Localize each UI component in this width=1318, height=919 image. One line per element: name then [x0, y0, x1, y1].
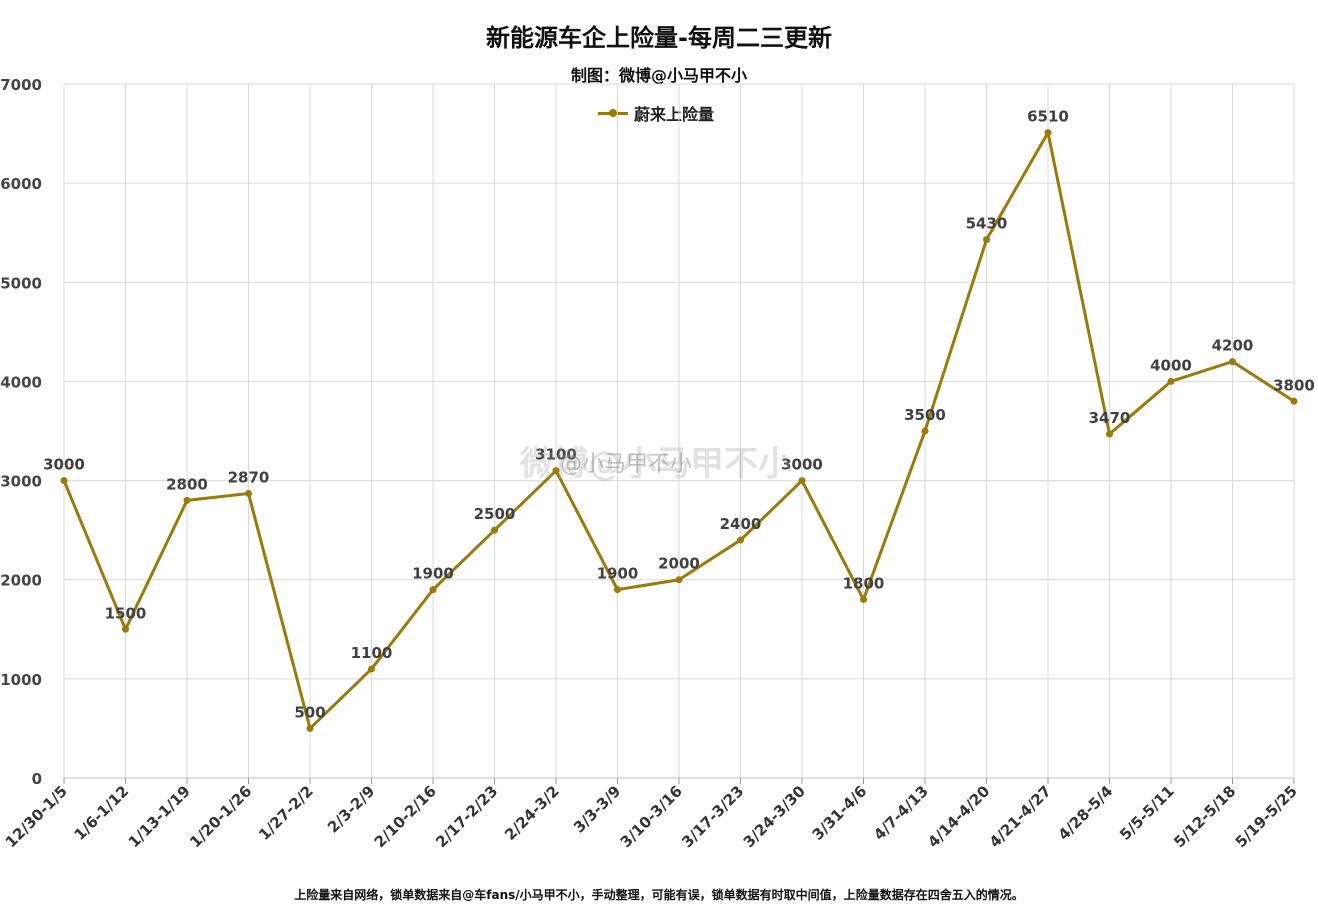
x-tick-label: 2/10-2/16	[371, 782, 440, 851]
x-tick-label: 5/5-5/11	[1116, 782, 1178, 844]
data-label: 2800	[166, 475, 208, 493]
data-label: 4000	[1150, 356, 1192, 374]
data-label: 1900	[412, 565, 454, 583]
data-point	[60, 477, 68, 485]
legend: 蔚来上险量	[598, 101, 714, 125]
data-label: 2400	[720, 515, 762, 533]
data-point	[1167, 377, 1175, 385]
data-label: 5430	[966, 215, 1008, 233]
data-label: 3800	[1273, 376, 1315, 394]
data-point	[675, 576, 683, 584]
data-label: 2500	[474, 505, 516, 523]
data-label: 1900	[597, 565, 639, 583]
x-tick-label: 12/30-1/5	[2, 782, 71, 851]
chart-title: 新能源车企上险量-每周二三更新	[486, 24, 832, 52]
data-point	[614, 586, 621, 594]
data-point	[122, 625, 129, 633]
data-point	[1106, 430, 1113, 438]
data-point	[1290, 397, 1298, 405]
data-point	[552, 467, 560, 475]
data-point	[860, 596, 867, 604]
data-point	[1229, 358, 1236, 366]
legend-line-marker-icon	[598, 103, 628, 123]
y-tick-label: 7000	[0, 76, 42, 94]
x-tick-label: 2/24-3/2	[501, 782, 563, 844]
data-label: 2000	[658, 555, 700, 573]
data-label: 1100	[351, 644, 393, 662]
y-tick-label: 4000	[0, 373, 42, 391]
watermark: 微博@小马甲不小	[520, 444, 792, 484]
watermark-small: @小马甲不小	[560, 452, 693, 477]
x-tick-label: 4/7-4/13	[870, 782, 932, 844]
x-tick-label: 4/28-5/4	[1055, 782, 1117, 844]
data-label: 1800	[843, 575, 885, 593]
x-tick-label: 1/6-1/12	[71, 782, 133, 844]
data-label: 3470	[1089, 409, 1131, 427]
y-tick-label: 6000	[0, 175, 42, 193]
data-label: 3100	[535, 446, 577, 464]
data-label: 3000	[781, 456, 823, 474]
x-tick-label: 3/10-3/16	[617, 782, 686, 851]
data-point	[737, 536, 744, 544]
data-label: 3000	[43, 456, 85, 474]
x-tick-label: 4/21-4/27	[986, 782, 1055, 851]
x-tick-label: 4/14-4/20	[924, 782, 993, 851]
data-label: 6510	[1027, 108, 1069, 126]
x-tick-label: 2/3-2/9	[324, 782, 378, 836]
data-point	[306, 724, 314, 732]
data-point	[1044, 129, 1052, 137]
y-tick-label: 5000	[0, 274, 42, 292]
data-point	[798, 477, 806, 485]
footnote: 上险量来自网络，锁单数据来自@车fans/小马甲不小，手动整理，可能有误，锁单数…	[294, 888, 1024, 902]
x-tick-label: 5/12-5/18	[1170, 782, 1239, 851]
data-label: 3500	[904, 406, 946, 424]
y-tick-label: 3000	[0, 473, 42, 491]
chart-subtitle: 制图：微博@小马甲不小	[570, 66, 747, 85]
data-point	[983, 236, 990, 244]
data-point	[183, 496, 191, 504]
data-point	[245, 489, 252, 497]
data-label: 2870	[228, 468, 270, 486]
data-label: 4200	[1212, 337, 1254, 355]
data-point	[368, 665, 375, 673]
data-point	[491, 526, 498, 534]
y-tick-label: 2000	[0, 572, 42, 590]
y-tick-label: 0	[32, 770, 42, 788]
x-tick-label: 1/27-2/2	[255, 782, 317, 844]
x-tick-label: 3/17-3/23	[678, 782, 747, 851]
x-tick-label: 3/24-3/30	[740, 782, 809, 851]
x-tick-label: 5/19-5/25	[1232, 782, 1301, 851]
data-point	[921, 427, 929, 435]
data-label: 500	[294, 703, 325, 721]
legend-label: 蔚来上险量	[634, 105, 715, 124]
x-tick-label: 2/17-2/23	[432, 782, 501, 851]
x-tick-label: 3/31-4/6	[809, 782, 871, 844]
y-tick-label: 1000	[0, 671, 42, 689]
data-point	[429, 586, 437, 594]
x-tick-label: 1/13-1/19	[125, 782, 194, 851]
x-tick-label: 3/3-3/9	[570, 782, 624, 836]
data-label: 1500	[105, 604, 147, 622]
x-tick-label: 1/20-1/26	[186, 782, 255, 851]
